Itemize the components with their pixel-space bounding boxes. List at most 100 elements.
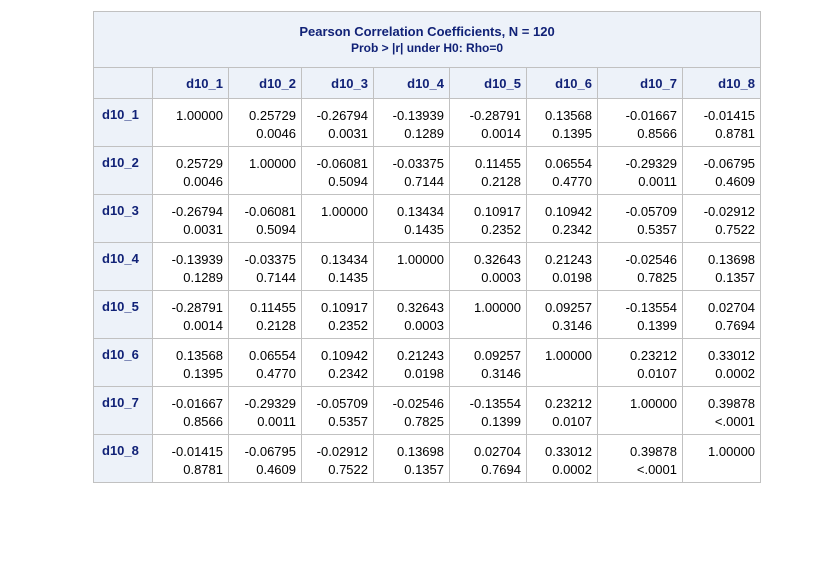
p-value: 0.0046 bbox=[256, 126, 296, 141]
table-cell: -0.06795 0.4609 bbox=[228, 434, 302, 483]
table-title: Pearson Correlation Coefficients, N = 12… bbox=[92, 11, 762, 68]
table-cell: 0.13698 0.1357 bbox=[373, 434, 450, 483]
table-cell: -0.29329 0.0011 bbox=[228, 386, 302, 435]
p-value: 0.5094 bbox=[328, 174, 368, 189]
p-value: 0.1435 bbox=[328, 270, 368, 285]
correlation-value: 0.11455 bbox=[249, 300, 296, 315]
table-row: d10_7 -0.01667 0.8566 -0.29329 0.0011 -0.0570… bbox=[93, 386, 762, 435]
correlation-value: 0.23212 bbox=[630, 348, 677, 363]
correlation-value: -0.06795 bbox=[244, 444, 296, 459]
p-value: 0.7522 bbox=[328, 462, 368, 477]
correlation-value: -0.13939 bbox=[171, 252, 223, 267]
table-cell: -0.06081 0.5094 bbox=[228, 194, 302, 243]
row-header: d10_1 bbox=[93, 98, 153, 147]
correlation-value: 0.02704 bbox=[474, 444, 521, 459]
correlation-value: 1.00000 bbox=[545, 348, 592, 363]
correlation-value: -0.13554 bbox=[469, 396, 521, 411]
correlation-value: 0.11455 bbox=[474, 156, 521, 171]
table-row: d10_1 1.00000 0.25729 0.0046 -0.26794 0.0031-… bbox=[93, 98, 762, 147]
correlation-value: 1.00000 bbox=[474, 300, 521, 315]
correlation-value: 0.10917 bbox=[321, 300, 368, 315]
table-cell: -0.26794 0.0031 bbox=[301, 98, 374, 147]
table-cell: 0.25729 0.0046 bbox=[228, 98, 302, 147]
table-cell: 0.10942 0.2342 bbox=[526, 194, 598, 243]
correlation-value: 0.25729 bbox=[249, 108, 296, 123]
table-cell: -0.01667 0.8566 bbox=[152, 386, 229, 435]
correlation-value: -0.06081 bbox=[244, 204, 296, 219]
p-value: 0.8781 bbox=[183, 462, 223, 477]
correlation-value: 0.06554 bbox=[249, 348, 296, 363]
correlation-value: -0.05709 bbox=[625, 204, 677, 219]
table-cell: 0.02704 0.7694 bbox=[449, 434, 527, 483]
p-value: 0.0031 bbox=[328, 126, 368, 141]
correlation-value: 0.32643 bbox=[474, 252, 521, 267]
table-cell: 0.39878 <.0001 bbox=[597, 434, 683, 483]
table-cell: 0.33012 0.0002 bbox=[681, 338, 762, 387]
row-header: d10_5 bbox=[93, 290, 153, 339]
correlation-value: 0.32643 bbox=[397, 300, 444, 315]
p-value: 0.0002 bbox=[552, 462, 592, 477]
correlation-value: 0.10917 bbox=[474, 204, 521, 219]
table-cell: -0.02546 0.7825 bbox=[373, 386, 450, 435]
correlation-value: -0.13939 bbox=[392, 108, 444, 123]
p-value: 0.1395 bbox=[183, 366, 223, 381]
correlation-value: 0.25729 bbox=[176, 156, 223, 171]
correlation-value: 0.13568 bbox=[545, 108, 592, 123]
correlation-value: 1.00000 bbox=[249, 156, 296, 171]
table-cell: 0.33012 0.0002 bbox=[526, 434, 598, 483]
column-header-row: d10_1 d10_2 d10_3 d10_4 d10_5 d10_6 d10_7 d10_8 bbox=[93, 67, 762, 99]
correlation-value: 0.21243 bbox=[545, 252, 592, 267]
table-cell: -0.03375 0.7144 bbox=[373, 146, 450, 195]
table-cell: 0.23212 0.0107 bbox=[526, 386, 598, 435]
p-value: 0.3146 bbox=[481, 366, 521, 381]
p-value: 0.7522 bbox=[715, 222, 756, 237]
table-cell: 1.00000 bbox=[681, 434, 762, 483]
correlation-value: 0.23212 bbox=[545, 396, 592, 411]
table-body: d10_1 1.00000 0.25729 0.0046 -0.26794 0.0031-… bbox=[93, 98, 762, 483]
table-cell: 1.00000 bbox=[449, 290, 527, 339]
table-row: d10_4 -0.13939 0.1289 -0.03375 0.7144 0.13434… bbox=[93, 242, 762, 291]
p-value: 0.0198 bbox=[404, 366, 444, 381]
table-cell: -0.29329 0.0011 bbox=[597, 146, 683, 195]
p-value: 0.8566 bbox=[183, 414, 223, 429]
correlation-value: 0.33012 bbox=[545, 444, 592, 459]
p-value: 0.5357 bbox=[328, 414, 368, 429]
p-value: 0.1357 bbox=[715, 270, 756, 285]
column-header-d10-7: d10_7 bbox=[597, 67, 683, 99]
table-cell: -0.05709 0.5357 bbox=[597, 194, 683, 243]
table-cell: 1.00000 bbox=[301, 194, 374, 243]
p-value: 0.0003 bbox=[481, 270, 521, 285]
title-line-2: Prob > |r| under H0: Rho=0 bbox=[350, 40, 504, 55]
table-cell: 0.21243 0.0198 bbox=[526, 242, 598, 291]
correlation-value: -0.05709 bbox=[316, 396, 368, 411]
table-cell: -0.02546 0.7825 bbox=[597, 242, 683, 291]
correlation-value: 0.39878 bbox=[630, 444, 677, 459]
table-cell: 0.32643 0.0003 bbox=[373, 290, 450, 339]
row-header: d10_4 bbox=[93, 242, 153, 291]
correlation-value: 0.06554 bbox=[545, 156, 592, 171]
table-cell: 0.11455 0.2128 bbox=[228, 290, 302, 339]
correlation-value: -0.03375 bbox=[392, 156, 444, 171]
table-cell: 0.09257 0.3146 bbox=[526, 290, 598, 339]
table-row: d10_3 -0.26794 0.0031 -0.06081 0.5094 1.00000… bbox=[93, 194, 762, 243]
p-value: 0.4609 bbox=[715, 174, 756, 189]
p-value: 0.1435 bbox=[404, 222, 444, 237]
column-header-d10-3: d10_3 bbox=[301, 67, 374, 99]
correlation-value: 0.13698 bbox=[708, 252, 756, 267]
table-cell: 0.10917 0.2352 bbox=[301, 290, 374, 339]
correlation-value: -0.29329 bbox=[625, 156, 677, 171]
table-cell: 0.10917 0.2352 bbox=[449, 194, 527, 243]
correlation-value: -0.28791 bbox=[171, 300, 223, 315]
table-cell: 0.25729 0.0046 bbox=[152, 146, 229, 195]
correlation-value: 0.10942 bbox=[545, 204, 592, 219]
table-cell: -0.03375 0.7144 bbox=[228, 242, 302, 291]
table-cell: -0.26794 0.0031 bbox=[152, 194, 229, 243]
table-row: d10_2 0.25729 0.0046 1.00000 -0.06081 0.5094-… bbox=[93, 146, 762, 195]
correlation-value: 0.13434 bbox=[397, 204, 444, 219]
row-header: d10_3 bbox=[93, 194, 153, 243]
p-value: 0.0014 bbox=[183, 318, 223, 333]
correlation-value: 0.21243 bbox=[397, 348, 444, 363]
p-value: 0.0107 bbox=[552, 414, 592, 429]
correlation-value: 1.00000 bbox=[708, 444, 756, 459]
table-cell: 0.02704 0.7694 bbox=[681, 290, 762, 339]
